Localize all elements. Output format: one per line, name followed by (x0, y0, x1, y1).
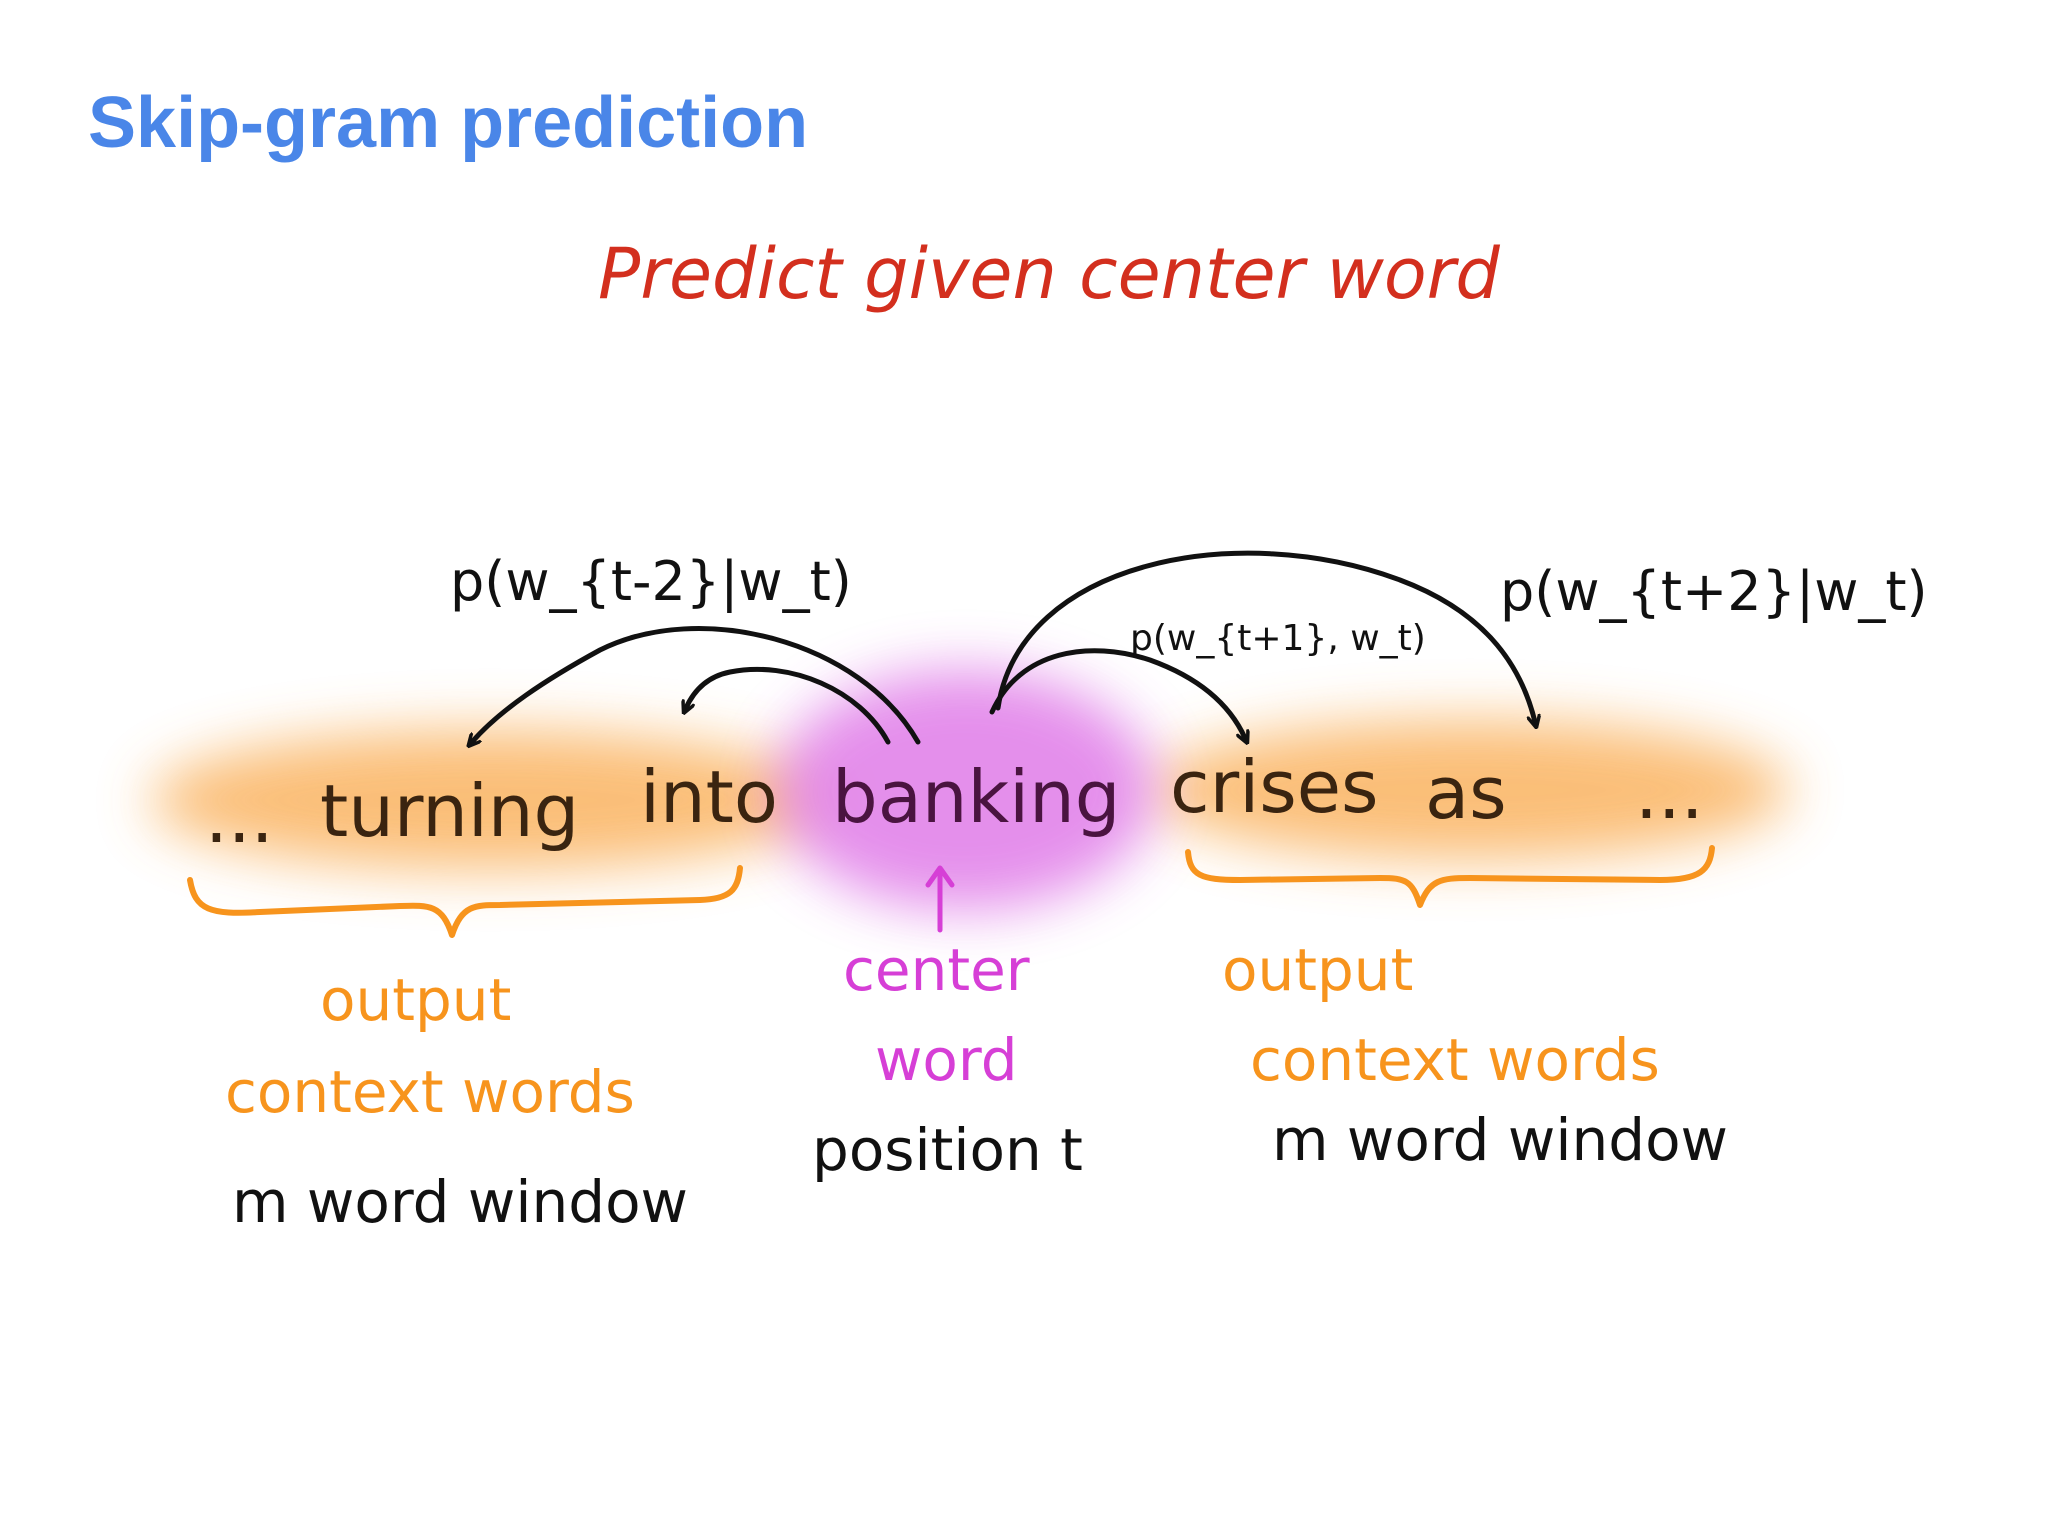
center-up-arrow (925, 865, 955, 933)
word-turning: turning (320, 769, 579, 853)
slide-title: Skip-gram prediction (88, 83, 809, 163)
center-position-label: position t (812, 1116, 1083, 1184)
arrow-to-t-plus-2 (995, 550, 1535, 722)
prob-t-plus-1: p(w_{t+1}, w_t) (1130, 618, 1426, 659)
left-window-label: m word window (232, 1168, 688, 1236)
annotation-text: Predict given center word (598, 233, 1500, 315)
sentence: ... turning into banking crises as ... (205, 745, 1704, 859)
arrow-to-t-minus-2 (472, 626, 921, 742)
center-word-highlight (775, 670, 1155, 910)
word-crises: crises (1170, 745, 1379, 829)
right-context-words-label: context words (1250, 1026, 1660, 1094)
left-context-words-label: context words (225, 1058, 635, 1126)
right-window-label: m word window (1272, 1106, 1728, 1174)
prob-t-minus-2: p(w_{t-2}|w_t) (450, 550, 852, 613)
left-context-brace (187, 865, 743, 938)
right-context-brace (1185, 845, 1715, 908)
word-into: into (640, 755, 778, 839)
center-label: center (843, 936, 1030, 1004)
left-context-highlight (150, 730, 830, 870)
right-ellipsis: ... (1635, 751, 1704, 835)
word-as: as (1425, 751, 1507, 835)
right-context-highlight (1150, 720, 1790, 860)
arrow-to-t-minus-1 (686, 666, 891, 745)
arrow-to-t-plus-1 (989, 648, 1245, 738)
prob-t-plus-2: p(w_{t+2}|w_t) (1500, 560, 1928, 623)
left-output-label: output (320, 966, 511, 1034)
word-banking: banking (832, 755, 1121, 839)
right-output-label: output (1222, 936, 1413, 1004)
left-ellipsis: ... (205, 775, 274, 859)
center-word-label: word (875, 1026, 1018, 1094)
